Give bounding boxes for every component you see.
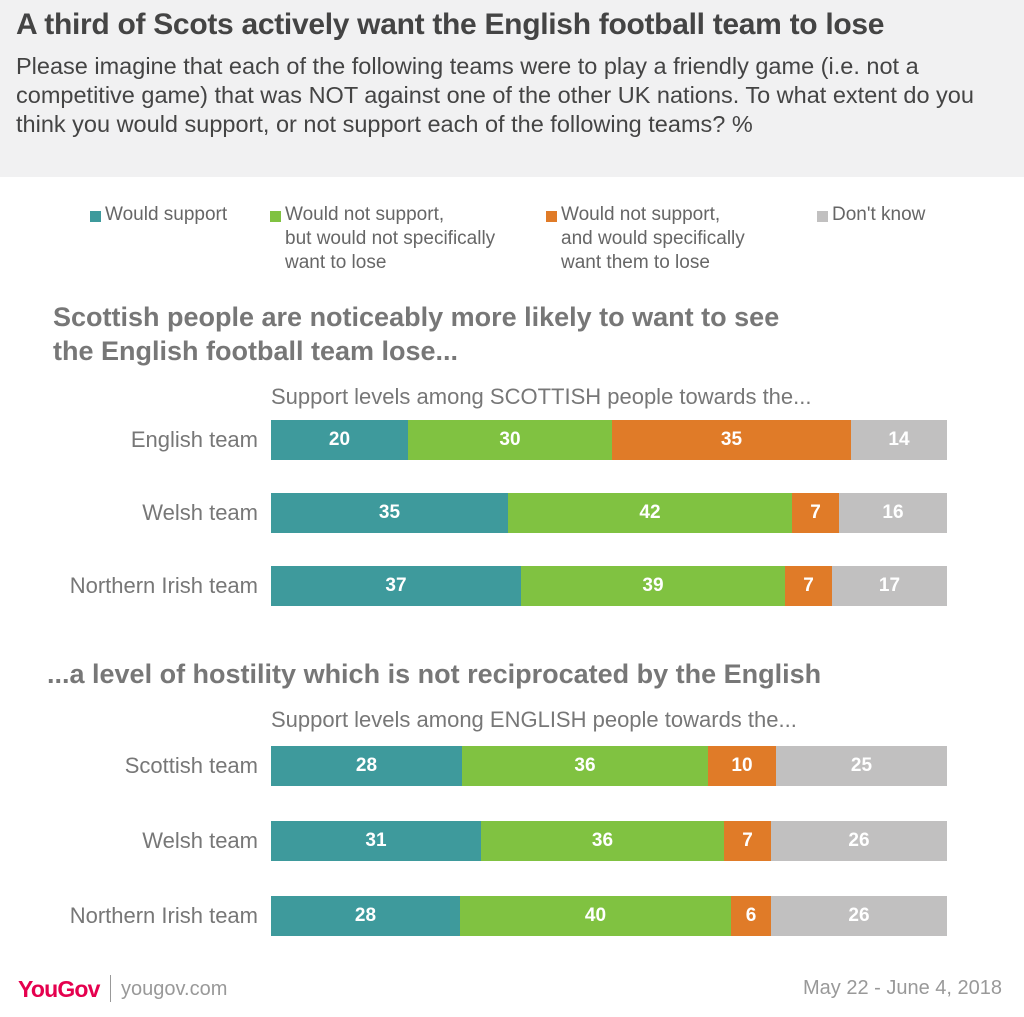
category-label: Welsh team (142, 500, 258, 525)
stacked-bar: 28 40 6 26 (271, 896, 947, 936)
section-title: Scottish people are noticeably more like… (53, 302, 780, 366)
legend-label: Would not support, and would specifically… (561, 204, 745, 273)
legend-swatch (546, 211, 557, 222)
stacked-bar: 28 36 10 25 (271, 746, 947, 786)
bar-segment: 14 (851, 420, 947, 460)
bar-segment: 28 (271, 896, 460, 936)
header-banner: A third of Scots actively want the Engli… (0, 0, 1024, 177)
bar-segment: 37 (271, 566, 521, 606)
footer-url: yougov.com (121, 978, 228, 1000)
bar-segment: 25 (776, 746, 947, 786)
bar-segment: 35 (271, 493, 508, 533)
stacked-bar: 20 30 35 14 (271, 420, 947, 460)
bar-segment: 26 (771, 896, 947, 936)
section-title: ...a level of hostility which is not rec… (47, 659, 822, 689)
legend-label: Don't know (832, 204, 926, 225)
bar-segment: 6 (731, 896, 771, 936)
bar-segment: 7 (785, 566, 832, 606)
bar-segment: 30 (408, 420, 612, 460)
footer-date: May 22 - June 4, 2018 (802, 977, 1002, 999)
bar-segment: 40 (460, 896, 731, 936)
bar-segment: 39 (521, 566, 785, 606)
stacked-bar: 37 39 7 17 (271, 566, 947, 606)
bar-segment: 36 (481, 821, 724, 861)
bar-segment: 10 (708, 746, 776, 786)
stacked-bar: 31 36 7 26 (271, 821, 947, 861)
legend-swatch (270, 211, 281, 222)
category-label: Welsh team (142, 828, 258, 853)
legend-label: Would not support, but would not specific… (285, 204, 496, 273)
bar-segment: 42 (508, 493, 792, 533)
category-label: English team (130, 427, 258, 452)
category-label: Northern Irish team (69, 903, 258, 928)
yougov-logo: YouGov (18, 976, 100, 1002)
bar-segment: 20 (271, 420, 408, 460)
category-label: Scottish team (124, 753, 258, 778)
stacked-bar: 35 42 7 16 (271, 493, 947, 533)
footer-separator (110, 975, 111, 1002)
bar-segment: 36 (462, 746, 708, 786)
bar-segment: 28 (271, 746, 462, 786)
chart-title: A third of Scots actively want the Engli… (16, 8, 885, 41)
bar-segment: 26 (771, 821, 947, 861)
legend-swatch (90, 211, 101, 222)
bar-segment: 31 (271, 821, 481, 861)
chart-subtitle: Please imagine that each of the followin… (16, 53, 974, 137)
group-caption: Support levels among SCOTTISH people tow… (271, 384, 812, 409)
bar-segment: 7 (792, 493, 839, 533)
bar-segment: 35 (612, 420, 851, 460)
bar-segment: 7 (724, 821, 771, 861)
group-caption: Support levels among ENGLISH people towa… (271, 707, 797, 732)
category-label: Northern Irish team (69, 573, 258, 598)
bar-segment: 17 (832, 566, 947, 606)
legend-swatch (817, 211, 828, 222)
legend-label: Would support (105, 204, 228, 225)
bar-segment: 16 (839, 493, 947, 533)
